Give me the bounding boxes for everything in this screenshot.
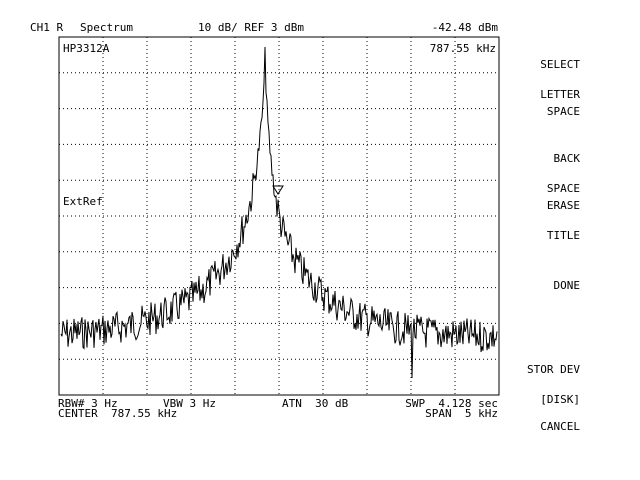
softkey-label: SELECT <box>540 58 580 71</box>
graticule-grid <box>59 37 499 395</box>
mode-label: Spectrum <box>80 21 133 34</box>
sweep-time-label: SWP 4.128 sec <box>405 397 498 410</box>
rbw-label: RBW# 3 Hz <box>58 397 118 410</box>
channel-label: CH1 R <box>30 21 64 34</box>
softkey-label: DONE <box>553 279 581 292</box>
softkey-label: CANCEL <box>540 420 580 433</box>
softkey-select-letter[interactable]: SELECT LETTER <box>506 40 580 110</box>
softkey-label: LETTER <box>540 88 580 101</box>
softkey-label: STOR DEV <box>527 363 580 376</box>
scale-label: 10 dB/ REF 3 dBm <box>198 21 304 34</box>
softkey-back-space[interactable]: BACK SPACE <box>506 134 580 204</box>
softkey-label: [DISK] <box>540 393 580 406</box>
marker-symbol <box>272 185 284 195</box>
marker-frequency: 787.55 kHz <box>429 42 496 55</box>
softkey-label: ERASE <box>546 199 580 212</box>
ext-ref-annotation: ExtRef <box>63 195 103 208</box>
softkey-space[interactable]: SPACE <box>506 87 580 127</box>
softkey-store-device[interactable]: STOR DEV [DISK] <box>506 345 580 415</box>
softkey-label: BACK <box>553 152 581 165</box>
softkey-erase-title[interactable]: ERASE TITLE <box>506 181 580 251</box>
marker-value: -42.48 dBm <box>431 21 498 34</box>
spectrum-trace <box>60 46 498 379</box>
softkey-done[interactable]: DONE <box>506 261 581 301</box>
softkey-label: SPACE <box>546 105 580 118</box>
instrument-model: HP3312A <box>63 42 110 55</box>
vbw-label: VBW 3 Hz <box>163 397 216 410</box>
span-label: SPAN 5 kHz <box>425 407 498 420</box>
attenuation-label: ATN 30 dB <box>282 397 349 410</box>
softkey-label: TITLE <box>546 229 580 242</box>
softkey-cancel[interactable]: CANCEL <box>506 402 580 442</box>
softkey-label: SPACE <box>546 182 580 195</box>
center-frequency-label: CENTER 787.55 kHz <box>58 407 178 420</box>
